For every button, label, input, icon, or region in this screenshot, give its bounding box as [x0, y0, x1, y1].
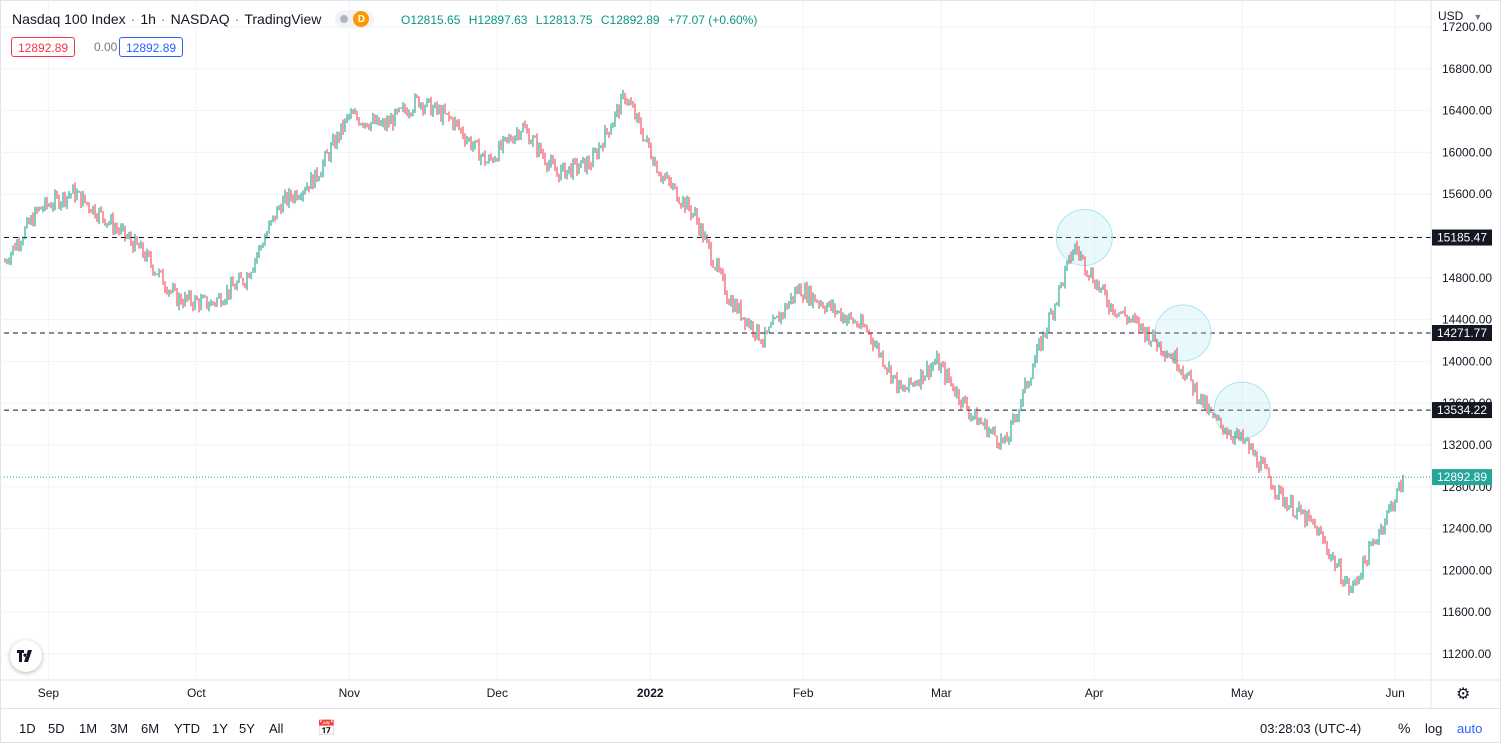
highlight-circle	[1213, 381, 1271, 439]
level-label-bg	[1432, 325, 1492, 342]
open-value: O12815.65	[401, 13, 461, 27]
price-chart[interactable]: 17200.00 16800.00 16400.00 16000.00 15600.00…	[0, 0, 1501, 708]
y-tick-label: 14800.00	[1442, 271, 1492, 285]
x-tick-label: Apr	[1085, 686, 1104, 700]
range-button-5d[interactable]: 5D	[48, 721, 65, 736]
spread-value: 0.00	[94, 40, 118, 54]
interval-label[interactable]: 1h	[140, 11, 156, 27]
grid-lines	[0, 0, 1431, 680]
x-tick-label: Dec	[487, 686, 508, 700]
close-value: C12892.89	[600, 13, 660, 27]
highlight-circles	[1055, 209, 1271, 439]
market-status-pill[interactable]: D	[335, 10, 375, 28]
y-tick-label: 12000.00	[1442, 563, 1492, 577]
range-button-1m[interactable]: 1M	[79, 721, 98, 736]
range-button-ytd[interactable]: YTD	[174, 721, 200, 736]
percent-scale-toggle[interactable]: %	[1398, 720, 1411, 736]
price-labels: 15185.47 14271.77 13534.22 12892.89	[1432, 229, 1492, 486]
ohlc-readout: O12815.65 H12897.63 L12813.75 C12892.89 …	[401, 13, 762, 27]
symbol-name[interactable]: Nasdaq 100 Index	[12, 11, 126, 27]
source-label: TradingView	[244, 11, 322, 27]
y-tick-label: 14400.00	[1442, 313, 1492, 327]
y-tick-label: 11600.00	[1442, 605, 1491, 619]
y-tick-label: 13200.00	[1442, 438, 1492, 452]
clock-readout[interactable]: 03:28:03 (UTC-4)	[1260, 721, 1362, 736]
level-price-label: 15185.47	[1437, 231, 1487, 245]
y-tick-label: 11200.00	[1442, 647, 1491, 661]
y-tick-label: 16000.00	[1442, 145, 1492, 159]
x-tick-label: Feb	[793, 686, 814, 700]
symbol-header[interactable]: Nasdaq 100 Index · 1h · NASDAQ · Trading…	[12, 10, 375, 28]
separator: ·	[234, 11, 240, 27]
level-price-label: 13534.22	[1437, 403, 1487, 417]
range-button-1d[interactable]: 1D	[19, 721, 36, 736]
separator: ·	[130, 11, 136, 27]
chevron-down-icon: ▼	[1473, 12, 1483, 22]
x-tick-label: Mar	[931, 686, 952, 700]
y-tick-label: 12400.00	[1442, 522, 1492, 536]
tv-logo-icon	[17, 650, 32, 662]
currency-label: USD	[1438, 9, 1464, 23]
high-value: H12897.63	[468, 13, 528, 27]
low-value: L12813.75	[535, 13, 593, 27]
range-button-1y[interactable]: 1Y	[212, 721, 228, 736]
y-tick-label: 14000.00	[1442, 354, 1492, 368]
delayed-badge: D	[353, 11, 370, 27]
currency-select[interactable]: USD ▼	[1438, 9, 1482, 23]
level-price-label: 14271.77	[1437, 326, 1487, 340]
y-tick-label: 16800.00	[1442, 62, 1492, 76]
x-tick-label: May	[1231, 686, 1254, 700]
highlight-circle	[1055, 209, 1113, 267]
x-tick-label: Sep	[38, 686, 60, 700]
date-range-calendar-icon[interactable]: 📅	[317, 720, 336, 737]
x-tick-label: Nov	[339, 686, 360, 700]
y-tick-label: 15600.00	[1442, 187, 1492, 201]
y-tick-label: 17200.00	[1442, 20, 1492, 34]
log-scale-toggle[interactable]: log	[1425, 721, 1443, 736]
change-value: +77.07 (+0.60%)	[667, 13, 758, 27]
status-dot-icon	[340, 15, 349, 23]
candles	[4, 89, 1404, 596]
separator: ·	[160, 11, 166, 27]
last-price-label: 12892.89	[1437, 470, 1487, 484]
range-button-5y[interactable]: 5Y	[239, 721, 255, 736]
x-tick-label: 2022	[637, 686, 664, 700]
exchange-label: NASDAQ	[170, 11, 230, 27]
range-button-3m[interactable]: 3M	[110, 721, 129, 736]
horizontal-levels	[4, 237, 1431, 478]
last-price-label-bg	[1432, 469, 1492, 486]
sell-price-button[interactable]: 12892.89	[11, 37, 76, 57]
level-label-bg	[1432, 402, 1492, 419]
tradingview-logo-icon[interactable]	[10, 640, 42, 672]
auto-scale-toggle[interactable]: auto	[1457, 721, 1483, 736]
range-button-all[interactable]: All	[269, 721, 284, 736]
x-tick-label: Jun	[1385, 686, 1404, 700]
y-tick-label: 16400.00	[1442, 104, 1492, 118]
range-button-6m[interactable]: 6M	[141, 721, 160, 736]
settings-gear-icon[interactable]: ⚙	[1456, 686, 1471, 703]
buy-price-button[interactable]: 12892.89	[119, 37, 184, 57]
x-tick-label: Oct	[187, 686, 206, 700]
bottom-toolbar: 1D 5D 1M 3M 6M YTD 1Y 5Y All 📅 03:28:03 (UTC-4) …	[0, 708, 1501, 744]
time-axis[interactable]: Sep Oct Nov Dec 2022 Feb Mar Apr May Jun	[38, 686, 1405, 700]
level-label-bg	[1432, 229, 1492, 246]
